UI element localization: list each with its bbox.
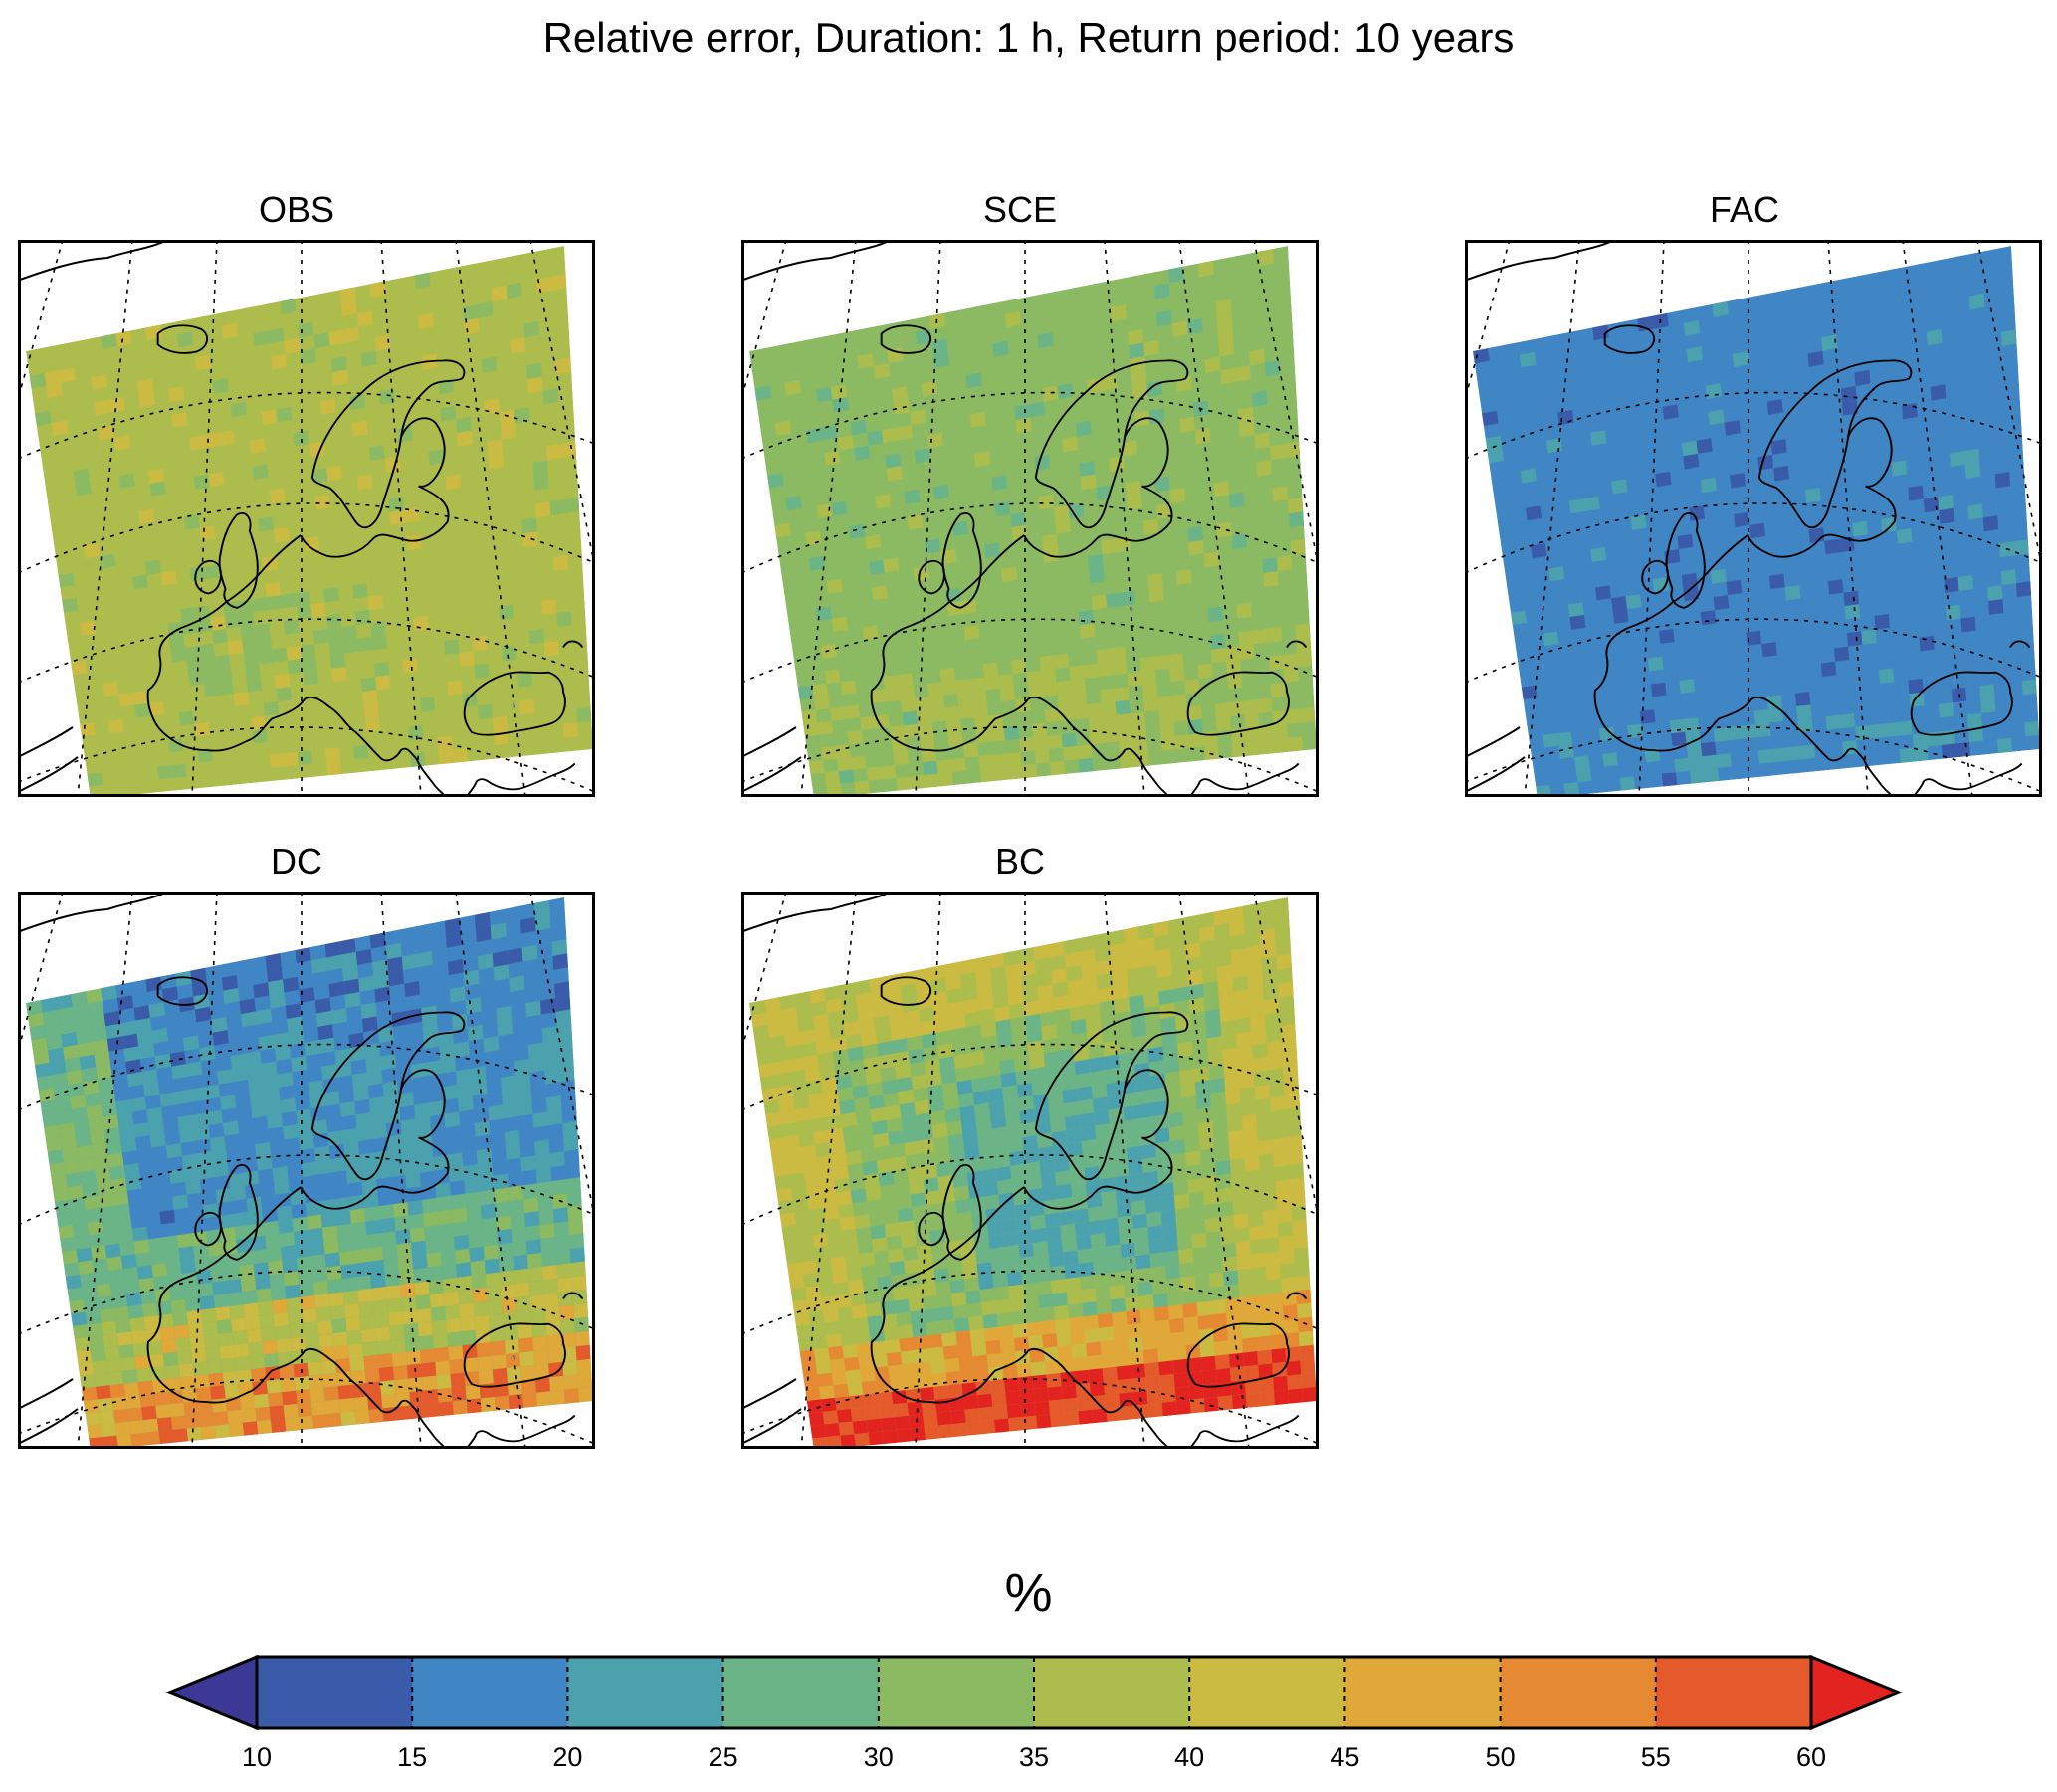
- colorbar-segment: [257, 1657, 413, 1728]
- colorbar-segment: [1034, 1657, 1190, 1728]
- colorbar-label: %: [1004, 1563, 1053, 1623]
- colorbar-tick-label: 30: [863, 1742, 894, 1772]
- colorbar-tick-label: 50: [1485, 1742, 1516, 1772]
- colorbar-tick-label: 20: [552, 1742, 583, 1772]
- colorbar-under-arrow: [165, 1654, 259, 1731]
- panel-title-sce: SCE: [982, 189, 1058, 230]
- map-panel-fac: [1465, 240, 2042, 797]
- coastlines: [1465, 240, 2031, 797]
- coastlines: [18, 892, 584, 1449]
- colorbar-segment: [1500, 1657, 1657, 1728]
- map-field-bc: [749, 897, 1317, 1449]
- colorbar-segment: [878, 1657, 1035, 1728]
- map-panel-obs: [18, 240, 595, 797]
- graticule: [1465, 240, 2042, 797]
- coastlines: [741, 240, 1308, 797]
- colorbar-tick-label: 10: [241, 1742, 273, 1772]
- colorbar-tick-label: 15: [397, 1742, 428, 1772]
- map-field-fac: [1473, 246, 2040, 797]
- graticule: [18, 892, 595, 1449]
- panel-title-bc: BC: [994, 841, 1045, 882]
- colorbar-tick-label: 60: [1795, 1742, 1827, 1772]
- colorbar-segment: [412, 1657, 568, 1728]
- colorbar-segment: [1655, 1657, 1812, 1728]
- map-field-obs: [26, 246, 593, 797]
- map-panel-sce: [741, 240, 1319, 797]
- graticule: [741, 240, 1319, 797]
- colorbar-tick-label: 25: [708, 1742, 738, 1772]
- graticule: [18, 240, 595, 797]
- colorbar-tick-label: 40: [1174, 1742, 1205, 1772]
- colorbar-tick-label: 45: [1330, 1742, 1360, 1772]
- colorbar-tick-label: 55: [1640, 1742, 1671, 1772]
- colorbar-tick-label: 35: [1018, 1742, 1050, 1772]
- panel-title-fac: FAC: [1709, 189, 1779, 230]
- colorbar-segment: [1189, 1657, 1345, 1728]
- map-field-sce: [749, 246, 1317, 797]
- coastlines: [741, 892, 1308, 1449]
- colorbar-segment: [722, 1657, 880, 1728]
- colorbar: [165, 1654, 1903, 1731]
- colorbar-over-arrow: [1809, 1654, 1903, 1731]
- figure-title: Relative error, Duration: 1 h, Return pe…: [542, 14, 1515, 61]
- panel-title-dc: DC: [271, 841, 322, 882]
- colorbar-segment: [1344, 1657, 1502, 1728]
- graticule: [741, 892, 1319, 1449]
- coastlines: [18, 240, 584, 797]
- map-panel-bc: [741, 892, 1319, 1449]
- panel-title-obs: OBS: [258, 189, 335, 230]
- map-field-dc: [26, 897, 593, 1449]
- colorbar-segment: [567, 1657, 724, 1728]
- map-panel-dc: [18, 892, 595, 1449]
